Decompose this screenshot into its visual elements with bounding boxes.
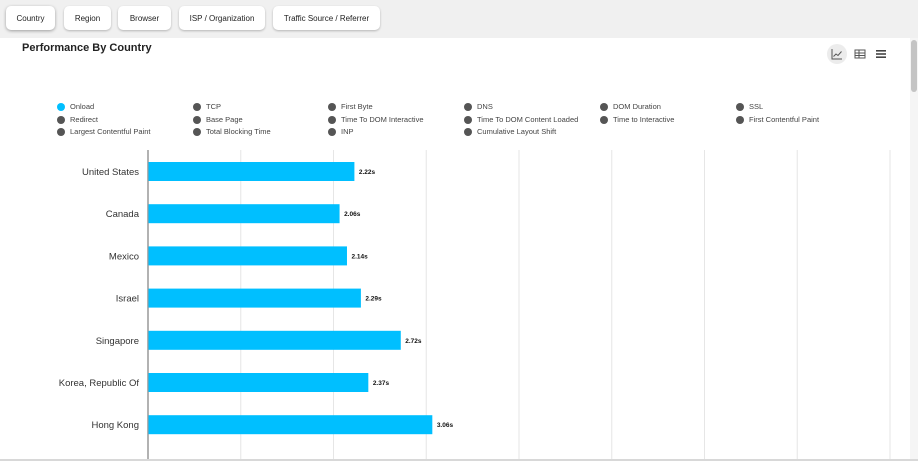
bar [148,288,361,308]
legend-label: Redirect [70,115,98,124]
legend-item-first-byte[interactable]: First Byte [328,101,373,112]
legend-item-first-contentful-paint[interactable]: First Contentful Paint [736,114,819,125]
bar [148,204,340,224]
legend-marker [600,102,608,111]
data-label: 2.29s [365,296,382,303]
legend-marker [193,115,201,124]
menu-icon [876,50,886,58]
line-chart-view-button[interactable] [827,44,847,64]
legend-item-largest-contentful-paint[interactable]: Largest Contentful Paint [57,126,150,137]
scrollbar-track[interactable] [910,38,918,461]
legend-marker [328,127,336,136]
legend-label: Base Page [206,115,243,124]
page-title: Performance By Country [22,42,152,54]
data-label: 2.22s [359,169,376,176]
legend-label: DNS [477,102,493,111]
tab-country[interactable]: Country [6,6,55,30]
tab-region[interactable]: Region [64,6,111,30]
bar [148,415,433,435]
legend-item-time-to-dom-interactive[interactable]: Time To DOM Interactive [328,114,424,125]
legend-item-dns[interactable]: DNS [464,101,493,112]
menu-button[interactable] [871,44,891,64]
bar [148,162,355,181]
category-label: Israel [116,294,139,305]
legend-marker [328,102,336,111]
tab-browser[interactable]: Browser [118,6,171,30]
scrollbar-thumb[interactable] [911,40,917,92]
legend-marker [57,127,65,136]
category-label: Hong Kong [91,420,139,431]
bar [148,330,401,350]
legend-label: DOM Duration [613,102,661,111]
legend-marker [600,115,608,124]
divider [0,459,918,461]
bar [148,246,347,266]
legend-label: Largest Contentful Paint [70,127,151,136]
bar-chart: United States 2.22s Canada 2.06s Mexico 2.14s… [59,150,891,459]
legend-label: SSL [749,102,764,111]
legend-label: First Byte [341,102,373,111]
legend-item-ssl[interactable]: SSL [736,101,763,112]
legend-label: INP [341,127,354,136]
legend-marker [328,115,336,124]
legend-label: Time to Interactive [613,115,675,124]
tab-isp-organization[interactable]: ISP / Organization [179,6,265,30]
legend-label: Total Blocking Time [206,127,271,136]
legend-item-time-to-interactive[interactable]: Time to Interactive [600,114,674,125]
legend-marker [464,115,472,124]
legend-item-tcp[interactable]: TCP [193,101,221,112]
legend-item-dom-duration[interactable]: DOM Duration [600,101,661,112]
bar [148,373,369,392]
table-icon [854,49,866,59]
legend-label: First Contentful Paint [749,115,820,124]
legend-item-redirect[interactable]: Redirect [57,114,98,125]
data-label: 3.06s [437,422,454,429]
tab-bar: Country Region Browser ISP / Organizatio… [0,0,918,38]
data-label: 2.37s [373,380,390,387]
legend-item-cumulative-layout-shift[interactable]: Cumulative Layout Shift [464,126,556,137]
category-label: Singapore [96,336,139,347]
legend-item-onload[interactable]: Onload [57,101,94,112]
legend-item-base-page[interactable]: Base Page [193,114,243,125]
legend-label: Time To DOM Interactive [341,115,424,124]
legend-label: TCP [206,102,221,111]
tab-traffic-source-referrer[interactable]: Traffic Source / Referrer [273,6,380,30]
legend-marker [464,102,472,111]
legend-marker [57,102,65,111]
legend-label: Time To DOM Content Loaded [477,115,579,124]
data-label: 2.06s [344,211,361,218]
category-label: Korea, Republic Of [59,378,140,389]
legend-item-total-blocking-time[interactable]: Total Blocking Time [193,126,271,137]
legend-label: Cumulative Layout Shift [477,127,557,136]
legend-item-inp[interactable]: INP [328,126,354,137]
category-label: Canada [106,209,140,220]
legend-marker [193,102,201,111]
data-label: 2.72s [405,338,422,345]
category-label: Mexico [109,251,139,262]
data-label: 2.14s [351,253,368,260]
legend-marker [464,127,472,136]
legend-marker [736,115,744,124]
legend-marker [57,115,65,124]
line-chart-icon [831,49,842,60]
legend-marker [736,102,744,111]
legend-marker [193,127,201,136]
legend-item-time-to-dom-content-loaded[interactable]: Time To DOM Content Loaded [464,114,578,125]
table-view-button[interactable] [850,44,870,64]
legend-label: Onload [70,102,95,111]
category-label: United States [82,167,139,178]
